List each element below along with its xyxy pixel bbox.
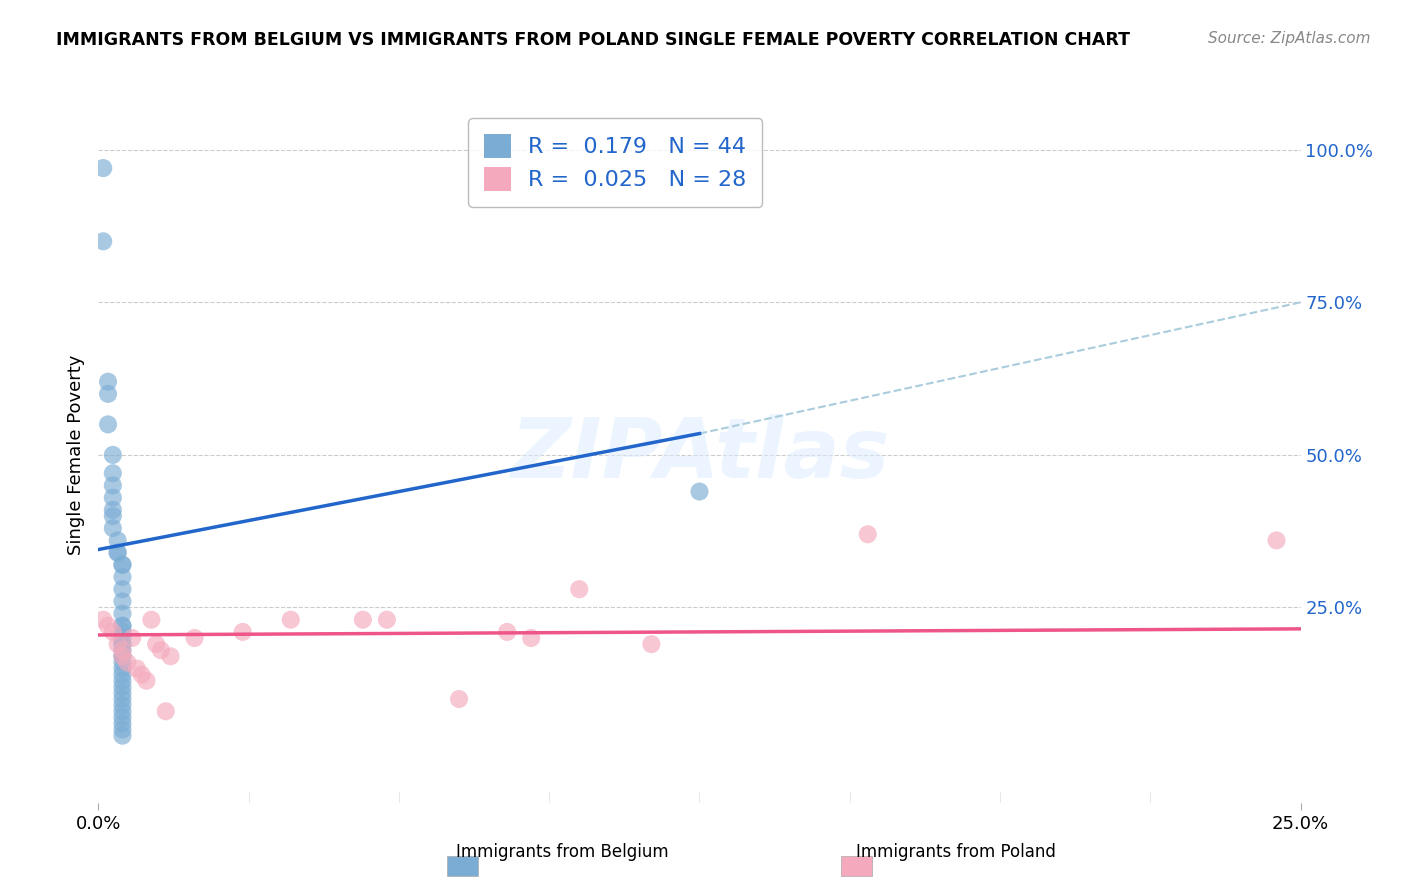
Point xyxy=(111,594,134,608)
Point xyxy=(97,619,120,633)
Point xyxy=(107,533,129,548)
Point xyxy=(1265,533,1288,548)
Point xyxy=(232,624,254,639)
Point xyxy=(159,649,181,664)
Point xyxy=(111,667,134,681)
Point xyxy=(141,613,163,627)
Point xyxy=(101,503,124,517)
Point xyxy=(111,624,134,639)
Point xyxy=(101,448,124,462)
Point xyxy=(97,387,120,401)
Point xyxy=(131,667,153,681)
Text: Immigrants from Poland: Immigrants from Poland xyxy=(856,843,1056,861)
Point xyxy=(111,673,134,688)
Point xyxy=(135,673,157,688)
Point xyxy=(97,417,120,432)
Point xyxy=(183,631,205,645)
Text: IMMIGRANTS FROM BELGIUM VS IMMIGRANTS FROM POLAND SINGLE FEMALE POVERTY CORRELAT: IMMIGRANTS FROM BELGIUM VS IMMIGRANTS FR… xyxy=(56,31,1130,49)
Point xyxy=(111,607,134,621)
Point xyxy=(101,521,124,535)
Point xyxy=(640,637,662,651)
Point xyxy=(111,643,134,657)
Point xyxy=(97,375,120,389)
Point xyxy=(111,631,134,645)
Point xyxy=(111,704,134,718)
Legend: R =  0.179   N = 44, R =  0.025   N = 28: R = 0.179 N = 44, R = 0.025 N = 28 xyxy=(468,118,762,207)
Point xyxy=(447,692,470,706)
Point xyxy=(107,545,129,559)
Point xyxy=(689,484,711,499)
Point xyxy=(856,527,879,541)
Point xyxy=(520,631,543,645)
Point xyxy=(111,649,134,664)
Point xyxy=(375,613,398,627)
Point xyxy=(145,637,167,651)
Point xyxy=(111,686,134,700)
Point xyxy=(568,582,591,597)
Point xyxy=(111,729,134,743)
Point xyxy=(121,631,143,645)
Point xyxy=(111,619,134,633)
Point xyxy=(91,235,114,249)
Point xyxy=(111,656,134,670)
Point xyxy=(101,508,124,523)
Point xyxy=(111,649,134,664)
Point xyxy=(111,692,134,706)
Point xyxy=(117,656,139,670)
Point xyxy=(111,680,134,694)
Point xyxy=(111,582,134,597)
Point xyxy=(111,637,134,651)
Point xyxy=(125,661,148,675)
Point xyxy=(111,558,134,572)
Point xyxy=(111,649,134,664)
Point xyxy=(111,661,134,675)
Point xyxy=(101,478,124,492)
Point xyxy=(111,558,134,572)
Point xyxy=(111,723,134,737)
Y-axis label: Single Female Poverty: Single Female Poverty xyxy=(66,355,84,555)
Point xyxy=(107,545,129,559)
Point xyxy=(111,643,134,657)
Point xyxy=(101,624,124,639)
Point xyxy=(111,716,134,731)
Point xyxy=(149,643,172,657)
Point xyxy=(101,467,124,481)
Text: ZIPAtlas: ZIPAtlas xyxy=(510,415,889,495)
Point xyxy=(155,704,177,718)
Point xyxy=(101,491,124,505)
Point xyxy=(91,161,114,175)
Point xyxy=(352,613,374,627)
Text: Source: ZipAtlas.com: Source: ZipAtlas.com xyxy=(1208,31,1371,46)
Point xyxy=(111,698,134,713)
Point xyxy=(111,637,134,651)
Point xyxy=(111,570,134,584)
Point xyxy=(111,619,134,633)
Point xyxy=(107,637,129,651)
Text: Immigrants from Belgium: Immigrants from Belgium xyxy=(456,843,669,861)
Point xyxy=(91,613,114,627)
Point xyxy=(280,613,302,627)
Point xyxy=(111,710,134,724)
Point xyxy=(496,624,519,639)
